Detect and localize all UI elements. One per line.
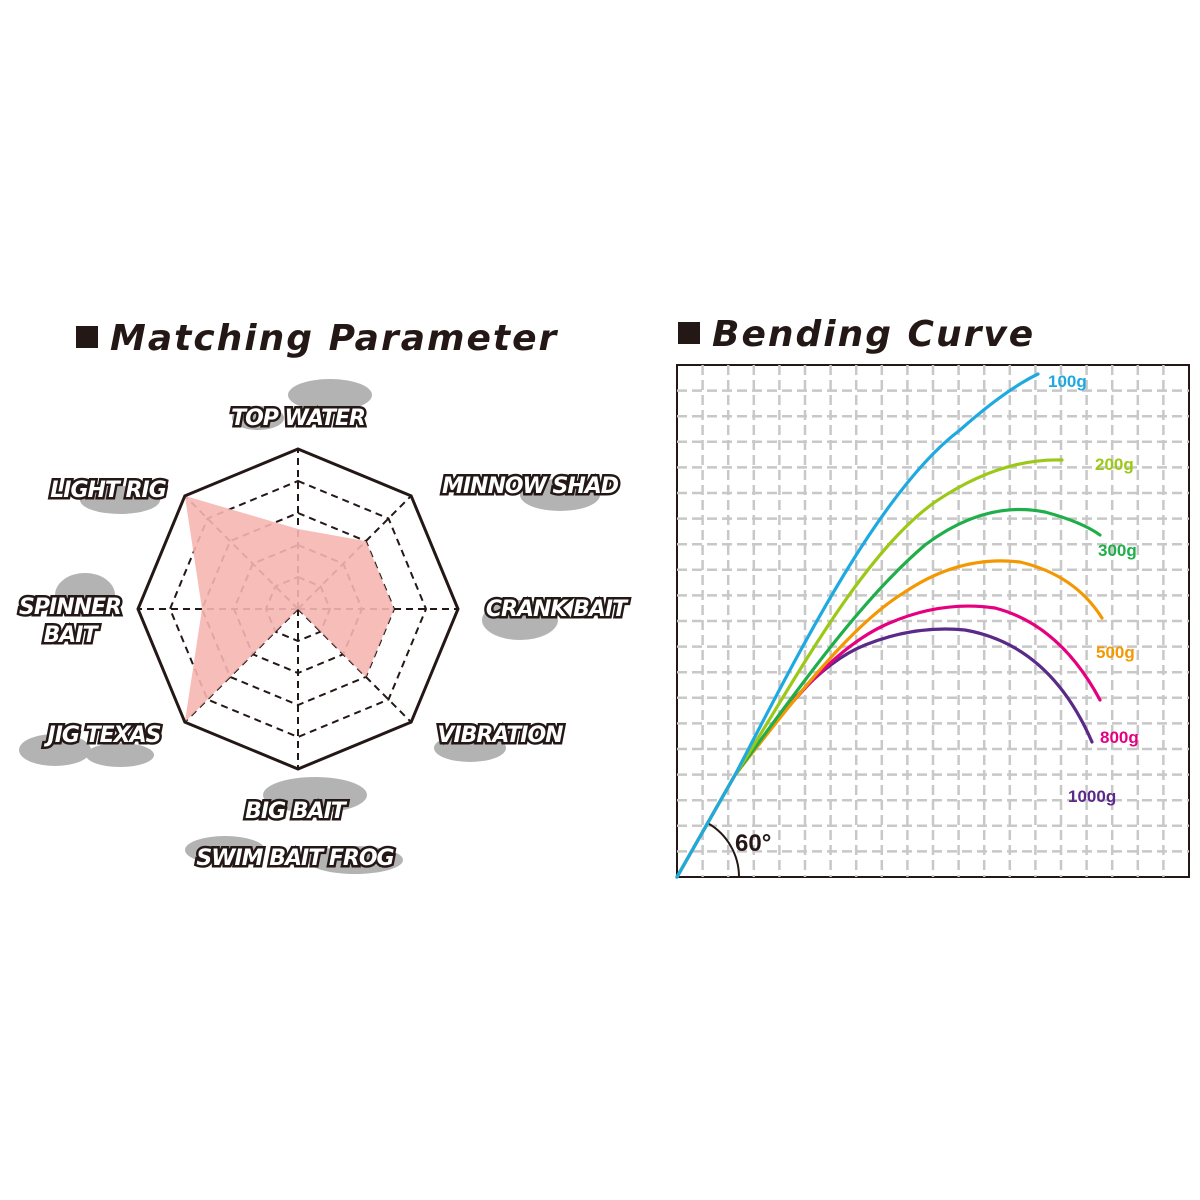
load-label-800g: 800g [1100, 728, 1139, 747]
radar-label-top-water: TOP WATER [231, 406, 365, 431]
lure-silhouettes [19, 379, 600, 874]
load-label-300g: 300g [1098, 541, 1137, 560]
radar-grid-ring [264, 575, 332, 643]
matching-parameter-title: Matching Parameter [76, 318, 558, 359]
radar-chart: TOP WATER MINNOW SHAD CRANK BAIT VIBRATION B… [17, 379, 633, 874]
lure-silhouette-topwater [232, 406, 284, 430]
radar-label-bait: BAIT [44, 623, 100, 648]
radar-label-spinner: SPINNER [19, 595, 121, 620]
radar-label-big-bait: BIG BAIT [245, 799, 348, 824]
radar-label-vibration: VIBRATION [437, 723, 563, 748]
load-label-500g: 500g [1096, 643, 1135, 662]
bending-curve-title-text: Bending Curve [712, 314, 1036, 355]
radar-label-minnow-shad: MINNOW SHAD [442, 474, 619, 499]
angle-label: 60° [735, 830, 771, 857]
lure-silhouette-spinnerbait [55, 573, 115, 617]
bending-curve-100g [675, 372, 1040, 879]
angle-arc [707, 822, 740, 878]
load-labels: 100g 200g 300g 500g 800g 1000g [1048, 372, 1139, 806]
radar-outer-octagon [136, 447, 460, 771]
lure-silhouette-jig [19, 734, 91, 766]
load-label-100g: 100g [1048, 372, 1087, 391]
lure-silhouette-bigbait [263, 777, 367, 813]
bending-curve-chart: 60° 100g 200g 300g 500g 800g 1000g [675, 364, 1190, 879]
lure-silhouette-texas [86, 743, 154, 767]
radar-label-light-rig: LIGHT RIG [50, 478, 166, 503]
matching-parameter-title-text: Matching Parameter [110, 318, 559, 359]
radar-axis-labels: TOP WATER MINNOW SHAD CRANK BAIT VIBRATION B… [17, 404, 633, 874]
title-square-icon [678, 322, 700, 344]
radar-spoke [297, 608, 412, 723]
lure-silhouette-minnow [520, 479, 600, 511]
title-square-icon [76, 326, 98, 348]
bending-curve-title: Bending Curve [678, 314, 1035, 355]
load-label-200g: 200g [1095, 455, 1134, 474]
bending-curves [675, 372, 1104, 879]
radar-data-area [184, 495, 394, 723]
bending-curve-200g [675, 458, 1064, 879]
radar-label-jig-texas: JIG TEXAS [44, 723, 161, 748]
lure-silhouette-frog [307, 846, 403, 874]
bending-curve-grid [677, 365, 1189, 877]
lure-silhouette-lightrig [80, 486, 160, 514]
lure-silhouette-topwater [288, 379, 372, 411]
radar-label-swim-bait-frog: SWIM BAIT FROG [196, 846, 394, 871]
bending-curve-500g [675, 559, 1104, 879]
lure-silhouette-crankbait [482, 600, 558, 640]
radar-label-crank-bait: CRANK BAIT [486, 597, 629, 622]
lure-silhouette-vibration [434, 734, 506, 762]
load-label-1000g: 1000g [1068, 787, 1116, 806]
bending-curve-300g [675, 507, 1102, 879]
lure-silhouette-swimbait [185, 836, 265, 864]
